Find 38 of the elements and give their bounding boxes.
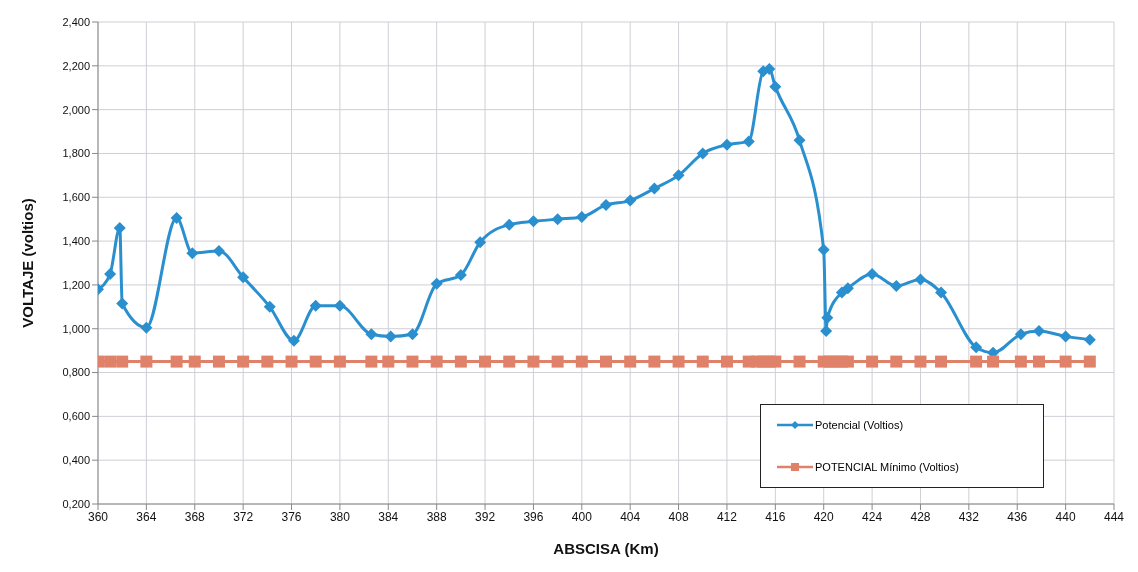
x-tick-label: 412 (716, 509, 738, 524)
x-tick-label: 404 (620, 509, 641, 524)
y-tick-label: 1,400 (62, 235, 90, 247)
y-axis-title: VOLTAJE (voltios) (19, 198, 37, 328)
y-tick-label: 0,400 (62, 454, 90, 467)
x-tick-label: 392 (475, 509, 496, 524)
x-tick-label: 440 (1055, 509, 1076, 524)
y-tick-label: 1,200 (62, 278, 90, 291)
x-tick-label: 436 (1007, 509, 1028, 524)
x-tick-label: 400 (571, 509, 593, 524)
x-tick-label: 420 (813, 509, 835, 524)
legend-label: POTENCIAL Mínimo (Voltios) (815, 461, 959, 473)
legend-label: Potencial (Voltios) (815, 419, 904, 431)
x-tick-label: 428 (910, 509, 931, 524)
y-tick-label: 2,000 (62, 103, 90, 116)
x-tick-label: 416 (765, 509, 786, 524)
x-tick-label: 444 (1103, 509, 1125, 524)
x-tick-label: 368 (184, 509, 206, 524)
y-tick-label: 0,200 (62, 497, 90, 510)
y-tick-label: 0,800 (62, 366, 90, 379)
x-tick-label: 384 (378, 509, 399, 524)
x-tick-label: 424 (862, 509, 883, 524)
y-tick-label: 2,200 (62, 59, 90, 72)
x-tick-label: 376 (281, 509, 302, 524)
x-tick-label: 364 (136, 509, 157, 524)
x-tick-label: 388 (426, 509, 447, 524)
x-tick-label: 380 (329, 509, 351, 524)
x-axis-title: ABSCISA (Km) (553, 540, 659, 557)
y-tick-label: 0,600 (62, 410, 90, 423)
x-tick-label: 372 (233, 509, 254, 524)
y-tick-label: 1,000 (62, 322, 90, 335)
y-tick-label: 1,800 (62, 147, 90, 160)
x-tick-label: 408 (668, 509, 689, 524)
x-tick-label: 396 (523, 509, 544, 524)
x-tick-label: 360 (87, 509, 109, 524)
y-tick-label: 2,400 (62, 15, 90, 28)
x-tick-label: 432 (958, 509, 980, 524)
y-tick-label: 1,600 (62, 191, 90, 204)
